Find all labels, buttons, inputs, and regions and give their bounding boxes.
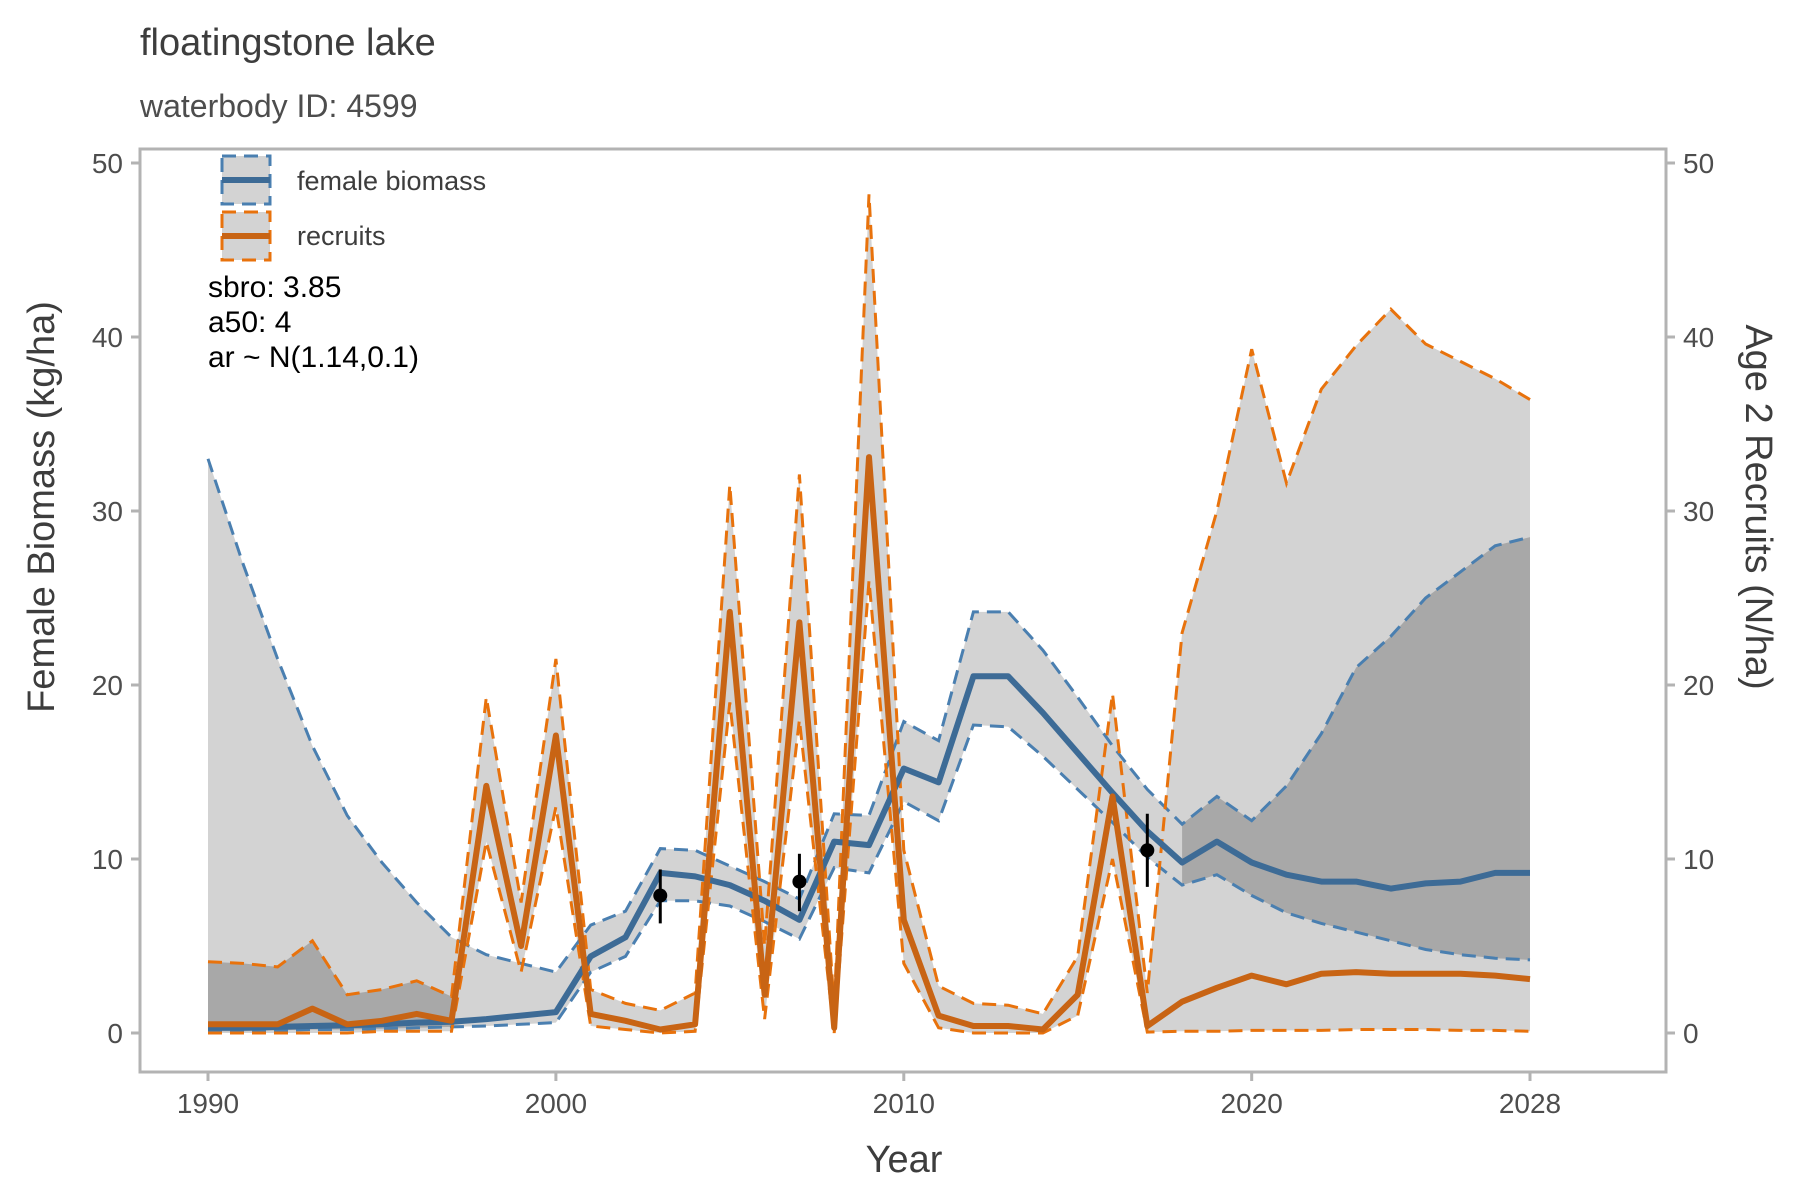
y-axis-right-ticks: 0 10 20 30 40 50 [1666, 148, 1714, 1049]
biomass-line [208, 673, 1530, 1031]
x-tick-label: 1990 [177, 1088, 239, 1119]
annotations: sbro: 3.85 a50: 4 ar ~ N(1.14,0.1) [208, 271, 419, 374]
biomass-lower-line [208, 723, 1531, 1033]
y-right-tick-label: 50 [1683, 148, 1714, 179]
annotation-ar: ar ~ N(1.14,0.1) [208, 341, 419, 374]
observation-point [653, 888, 668, 903]
observation-point [792, 874, 807, 889]
y-axis-ticks: 0 10 20 30 40 50 [92, 148, 140, 1049]
y-right-tick-label: 30 [1683, 496, 1714, 527]
biomass-upper-line [206, 458, 1531, 974]
chart-subtitle: waterbody ID: 4599 [139, 88, 418, 124]
interval-lines [206, 194, 1531, 1035]
y-tick-label: 50 [92, 148, 123, 179]
y-tick-label: 20 [92, 670, 123, 701]
y-right-tick-label: 0 [1683, 1018, 1699, 1049]
observations [653, 813, 1155, 924]
x-tick-label: 2010 [873, 1088, 935, 1119]
recruits-lower-line [208, 580, 1531, 1035]
y-tick-label: 10 [92, 844, 123, 875]
x-tick-label: 2000 [525, 1088, 587, 1119]
y-right-tick-label: 20 [1683, 670, 1714, 701]
biomass-band [208, 458, 1530, 1032]
y-tick-label: 30 [92, 496, 123, 527]
x-tick-label: 2020 [1221, 1088, 1283, 1119]
y-tick-label: 0 [107, 1018, 123, 1049]
y-tick-label: 40 [92, 322, 123, 353]
overlap-band [208, 940, 452, 1032]
y-right-tick-label: 10 [1683, 844, 1714, 875]
legend-label-recruits: recruits [297, 221, 386, 251]
x-tick-label: 2028 [1499, 1088, 1561, 1119]
legend: female biomass recruits [220, 154, 486, 262]
annotation-a50: a50: 4 [208, 306, 291, 339]
series-lines [208, 454, 1531, 1033]
recruits-line [208, 454, 1531, 1033]
y-axis-title: Female Biomass (kg/ha) [21, 301, 63, 713]
observation-point [1140, 843, 1155, 858]
chart-title: floatingstone lake [140, 22, 436, 64]
uncertainty-bands [208, 194, 1530, 1034]
x-axis-ticks: 1990 2000 2010 2020 2028 [177, 1072, 1561, 1119]
recruits-upper-line [207, 194, 1531, 1016]
overlap-band [1182, 537, 1530, 960]
x-axis-title: Year [866, 1139, 943, 1181]
legend-label-biomass: female biomass [297, 166, 486, 196]
y-right-tick-label: 40 [1683, 322, 1714, 353]
annotation-sbro: sbro: 3.85 [208, 271, 341, 304]
y-axis-right-title: Age 2 Recruits (N/ha) [1737, 324, 1779, 689]
